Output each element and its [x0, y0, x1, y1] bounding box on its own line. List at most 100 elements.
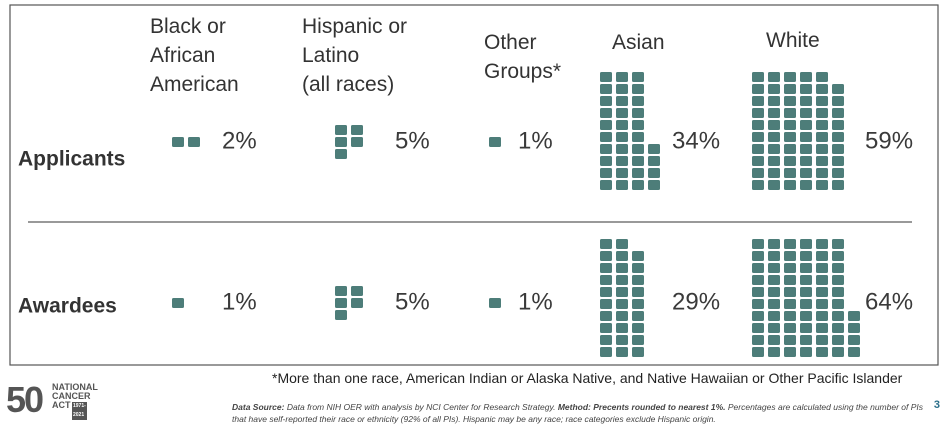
- waffle-square: [832, 323, 844, 333]
- source-text: Percentages are calculated using the num…: [232, 402, 924, 424]
- waffle-square: [800, 335, 812, 345]
- value-label: 64%: [865, 288, 913, 315]
- waffle-square: [832, 144, 844, 154]
- waffle-square: [752, 84, 764, 94]
- waffle-square: [832, 84, 844, 94]
- waffle-square: [816, 156, 828, 166]
- waffle-square: [800, 287, 812, 297]
- waffle-square: [752, 180, 764, 190]
- value-label: 59%: [865, 127, 913, 154]
- waffle-square: [616, 299, 628, 309]
- logo-text: CANCER: [52, 391, 91, 401]
- waffle-square: [600, 96, 612, 106]
- waffle-square: [600, 275, 612, 285]
- waffle-square: [752, 299, 764, 309]
- waffle-square: [752, 239, 764, 249]
- waffle-square: [632, 120, 644, 130]
- method-label: Method: Precents rounded to nearest 1%.: [557, 402, 726, 412]
- waffle-square: [768, 96, 780, 106]
- waffle-square: [816, 132, 828, 142]
- waffle-square: [832, 263, 844, 273]
- waffle-square: [600, 156, 612, 166]
- waffle-square: [600, 144, 612, 154]
- waffle-square: [784, 96, 796, 106]
- waffle-square: [832, 311, 844, 321]
- waffle-square: [768, 335, 780, 345]
- waffle-square: [768, 72, 780, 82]
- waffle-square: [784, 299, 796, 309]
- waffle-square: [784, 168, 796, 178]
- waffle-square: [832, 108, 844, 118]
- waffle-square: [784, 108, 796, 118]
- waffle-square: [632, 299, 644, 309]
- waffle-square: [768, 299, 780, 309]
- waffle-square: [648, 156, 660, 166]
- waffle-square: [616, 347, 628, 357]
- waffle-square: [816, 335, 828, 345]
- waffle-square: [600, 299, 612, 309]
- waffle-square: [800, 299, 812, 309]
- waffle-square: [335, 137, 347, 147]
- waffle-square: [848, 347, 860, 357]
- waffle-square: [335, 149, 347, 159]
- waffle-square: [648, 144, 660, 154]
- waffle-square: [832, 96, 844, 106]
- waffle-square: [816, 287, 828, 297]
- waffle-square: [816, 263, 828, 273]
- logo-number: 50: [6, 379, 44, 420]
- waffle-square: [632, 347, 644, 357]
- waffle-square: [784, 132, 796, 142]
- row-label: Applicants: [18, 148, 125, 171]
- waffle-square: [832, 251, 844, 261]
- waffle-square: [832, 156, 844, 166]
- row-label: Awardees: [18, 295, 117, 318]
- waffle-square: [600, 72, 612, 82]
- waffle-square: [848, 335, 860, 345]
- waffle-square: [768, 168, 780, 178]
- waffle-square: [600, 239, 612, 249]
- waffle-square: [616, 96, 628, 106]
- value-label: 5%: [395, 127, 430, 154]
- page-number: 3: [934, 399, 940, 411]
- waffle-square: [600, 323, 612, 333]
- waffle-square: [816, 251, 828, 261]
- waffle-square: [616, 239, 628, 249]
- waffle-square: [632, 311, 644, 321]
- waffle-square: [600, 263, 612, 273]
- value-label: 2%: [222, 127, 257, 154]
- waffle-square: [784, 275, 796, 285]
- waffle-square: [848, 311, 860, 321]
- waffle-square: [816, 108, 828, 118]
- waffle-square: [632, 180, 644, 190]
- waffle-square: [600, 120, 612, 130]
- waffle-square: [800, 180, 812, 190]
- waffle-square: [784, 323, 796, 333]
- waffle-square: [172, 298, 184, 308]
- waffle-square: [816, 275, 828, 285]
- waffle-square: [752, 347, 764, 357]
- waffle-square: [351, 286, 363, 296]
- waffle-square: [648, 168, 660, 178]
- waffle-square: [600, 180, 612, 190]
- waffle-square: [816, 323, 828, 333]
- category-label: White: [766, 29, 820, 52]
- waffle-square: [800, 251, 812, 261]
- waffle-square: [632, 168, 644, 178]
- waffle-square: [768, 347, 780, 357]
- waffle-square: [752, 335, 764, 345]
- waffle-square: [632, 323, 644, 333]
- waffle-square: [752, 120, 764, 130]
- waffle-square: [800, 275, 812, 285]
- waffle-square: [800, 84, 812, 94]
- waffle-square: [752, 168, 764, 178]
- waffle-square: [632, 84, 644, 94]
- waffle-square: [335, 310, 347, 320]
- waffle-square: [768, 251, 780, 261]
- waffle-square: [832, 335, 844, 345]
- waffle-square: [768, 132, 780, 142]
- waffle-square: [816, 180, 828, 190]
- waffle-square: [784, 263, 796, 273]
- waffle-square: [816, 311, 828, 321]
- waffle-square: [752, 275, 764, 285]
